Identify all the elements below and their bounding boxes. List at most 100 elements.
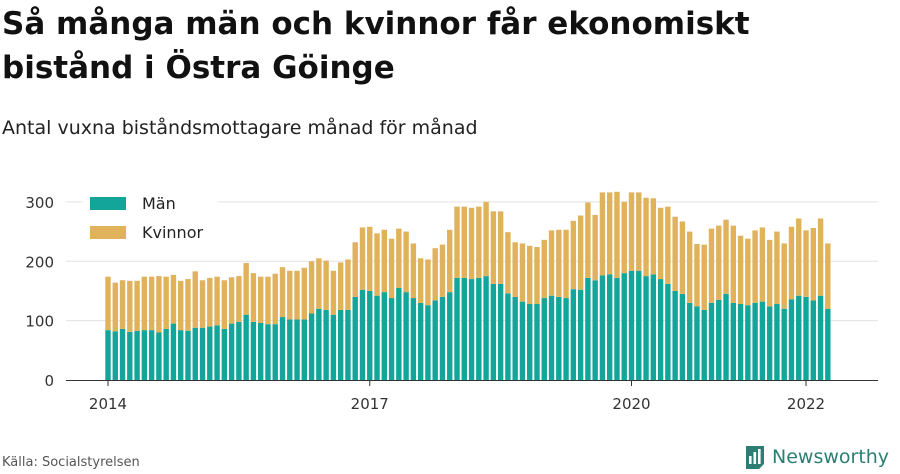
bar-kvinnor [483, 201, 489, 277]
bar-man [701, 309, 707, 380]
bar-man [396, 287, 402, 380]
bar-kvinnor [454, 206, 460, 278]
bar-kvinnor [796, 218, 802, 296]
bar-kvinnor [519, 243, 526, 302]
bar-man [454, 277, 460, 380]
bar-man [745, 305, 751, 380]
bar-man [243, 314, 249, 380]
bar-kvinnor [308, 261, 315, 314]
bar-kvinnor [279, 267, 286, 318]
bar-man [352, 296, 358, 380]
bar-man [614, 277, 620, 380]
bar-man [178, 330, 184, 380]
bar-kvinnor [548, 230, 555, 296]
bar-man [345, 309, 351, 380]
bar-kvinnor [337, 262, 344, 310]
bar-man [417, 302, 424, 380]
bar-man [148, 330, 155, 380]
bar-man [367, 290, 373, 380]
bar-kvinnor [563, 229, 569, 299]
bar-kvinnor [265, 276, 271, 325]
bar-kvinnor [592, 214, 598, 281]
bar-man [330, 314, 337, 380]
x-tick-label: 2022 [787, 395, 825, 413]
bar-kvinnor [577, 215, 584, 290]
bar-man [483, 276, 489, 380]
x-tick-label: 2017 [351, 395, 389, 413]
bar-man [527, 304, 533, 380]
bar-kvinnor [403, 231, 409, 293]
bar-kvinnor [257, 276, 264, 323]
bar-kvinnor [316, 258, 322, 309]
bar-kvinnor [701, 244, 707, 310]
bar-kvinnor [497, 211, 504, 284]
bar-kvinnor [287, 270, 293, 320]
bar-man [163, 328, 169, 380]
bar-kvinnor [330, 270, 337, 315]
bar-kvinnor [250, 273, 257, 322]
bar-man [679, 293, 686, 380]
bar-kvinnor [694, 244, 700, 307]
bar-man [439, 296, 446, 380]
bar-man [570, 289, 577, 380]
bar-kvinnor [417, 258, 424, 303]
bar-man [127, 331, 133, 380]
chart-subtitle: Antal vuxna biståndsmottagare månad för … [2, 117, 478, 139]
bar-man [156, 332, 162, 380]
bar-kvinnor [730, 225, 737, 303]
bar-man [781, 308, 787, 380]
bar-kvinnor [527, 245, 533, 304]
bar-kvinnor [185, 279, 191, 331]
bar-kvinnor [105, 276, 111, 331]
bar-man [665, 283, 671, 380]
bar-man [199, 327, 206, 380]
bars-layer [105, 191, 831, 380]
bar-kvinnor [272, 273, 278, 325]
bar-man [250, 321, 257, 380]
bar-man [672, 290, 678, 380]
bar-kvinnor [199, 280, 206, 328]
y-tick-label: 200 [25, 253, 54, 271]
y-tick-label: 0 [44, 372, 54, 390]
y-tick-label: 300 [25, 194, 54, 212]
bar-man [541, 298, 547, 380]
bar-kvinnor [439, 244, 446, 297]
bar-kvinnor [534, 247, 540, 304]
bar-kvinnor [817, 218, 824, 296]
bar-kvinnor [628, 192, 635, 271]
bar-kvinnor [148, 276, 155, 331]
bar-kvinnor [679, 221, 686, 294]
bar-man [425, 305, 431, 380]
bar-kvinnor [766, 239, 773, 307]
bar-man [228, 323, 235, 380]
bar-kvinnor [228, 277, 235, 324]
legend-label-man: Män [142, 194, 176, 213]
y-tick-label: 100 [25, 313, 54, 331]
legend: Män Kvinnor [82, 192, 218, 248]
bar-kvinnor [759, 227, 766, 302]
bar-man [294, 319, 300, 380]
bar-man [534, 304, 540, 380]
bar-kvinnor [112, 282, 118, 332]
bar-man [650, 274, 657, 380]
bar-kvinnor [512, 242, 518, 297]
bar-kvinnor [657, 207, 664, 280]
bar-man [476, 277, 482, 380]
bar-man [308, 313, 315, 380]
bar-kvinnor [810, 228, 816, 301]
bar-kvinnor [134, 280, 140, 331]
bar-kvinnor [461, 206, 467, 278]
bar-kvinnor [119, 280, 126, 329]
bar-man [119, 328, 126, 380]
bar-man [221, 328, 228, 380]
bar-man [548, 295, 555, 380]
bar-man [323, 309, 329, 380]
bar-man [112, 331, 118, 380]
bar-man [432, 300, 438, 380]
bar-man [563, 298, 569, 380]
bar-kvinnor [447, 229, 453, 293]
bar-kvinnor [323, 260, 329, 310]
bar-man [636, 270, 642, 380]
brand-logo-block: Newsworthy [744, 442, 889, 472]
bar-man [170, 323, 177, 380]
